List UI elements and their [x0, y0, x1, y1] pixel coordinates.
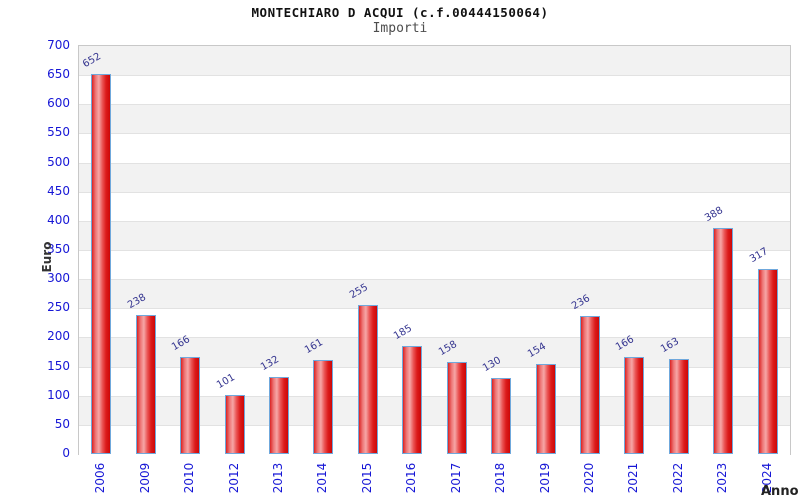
bar-2021 — [624, 357, 645, 454]
plot-area: 652 238 166 101 132 161 255 185 158 130 154 236 166 1… — [78, 45, 791, 455]
bar-2009 — [135, 315, 156, 454]
x-tick-label-2017: 2017 — [448, 462, 463, 494]
bar-2020 — [580, 316, 601, 454]
x-tick-label-2015: 2015 — [359, 462, 374, 494]
bar-2013 — [268, 377, 289, 454]
x-tick-label-2014: 2014 — [315, 462, 330, 494]
chart-title: MONTECHIARO D ACQUI (c.f.00444150064) — [251, 5, 549, 20]
x-tick-label-2023: 2023 — [715, 462, 730, 494]
bar-2022 — [668, 359, 689, 454]
x-tick-label-2009: 2009 — [137, 462, 152, 494]
grid-band — [79, 250, 790, 281]
y-tick-label: 100 — [47, 387, 70, 402]
y-axis: 700 650 600 550 500 450 400 350 300 250 200 150 100 5… — [0, 38, 70, 460]
y-tick-label: 200 — [47, 329, 70, 344]
x-tick-label-2010: 2010 — [182, 462, 197, 494]
x-tick-label-2012: 2012 — [226, 462, 241, 494]
x-tick-label-2013: 2013 — [270, 462, 285, 494]
grid-band — [79, 220, 790, 251]
x-tick-label-2006: 2006 — [93, 462, 108, 494]
bar-2006 — [91, 73, 112, 454]
bar-2014 — [313, 360, 334, 454]
grid-band — [79, 75, 790, 106]
y-tick-label: 350 — [47, 242, 70, 256]
bar-2018 — [491, 378, 512, 454]
y-tick-label: 700 — [47, 38, 70, 52]
y-tick-label: 50 — [54, 416, 70, 431]
x-tick-label-2020: 2020 — [582, 462, 597, 494]
y-tick-label: 0 — [62, 446, 70, 460]
bar-2012 — [224, 395, 245, 454]
x-tick-label-2019: 2019 — [537, 462, 552, 494]
y-tick-label: 550 — [47, 125, 70, 140]
bar-2024 — [757, 269, 778, 454]
bar-2016 — [402, 346, 423, 454]
y-tick-label: 300 — [47, 271, 70, 286]
y-tick-label: 500 — [47, 154, 70, 169]
grid-band — [79, 308, 790, 339]
y-tick-label: 250 — [47, 300, 70, 315]
grid-band — [79, 162, 790, 193]
y-tick-label: 600 — [47, 96, 70, 111]
bar-2023 — [713, 227, 734, 454]
x-tick-label-2016: 2016 — [404, 462, 419, 494]
y-tick-label: 650 — [47, 67, 70, 82]
grid-band — [79, 133, 790, 164]
x-tick-label-2022: 2022 — [670, 462, 685, 494]
x-tick-label-2018: 2018 — [493, 462, 508, 494]
y-axis-title: Euro — [40, 241, 54, 273]
y-tick-label: 400 — [47, 212, 70, 227]
x-tick-label-2021: 2021 — [626, 462, 641, 494]
bar-2017 — [446, 361, 467, 454]
grid-band — [79, 46, 790, 76]
grid-band — [79, 279, 790, 310]
x-axis-title: Anno — [761, 484, 799, 499]
bar-2010 — [180, 357, 201, 454]
y-tick-label: 450 — [47, 183, 70, 198]
x-axis: 2006 2009 2010 2012 2013 2014 2015 2016 2017 2018… — [78, 457, 791, 500]
y-tick-label: 150 — [47, 358, 70, 373]
grid-band — [79, 104, 790, 135]
bar-2015 — [357, 305, 378, 454]
bar-2019 — [535, 364, 556, 454]
chart-subtitle: Importi — [372, 21, 428, 36]
grid-band — [79, 191, 790, 222]
